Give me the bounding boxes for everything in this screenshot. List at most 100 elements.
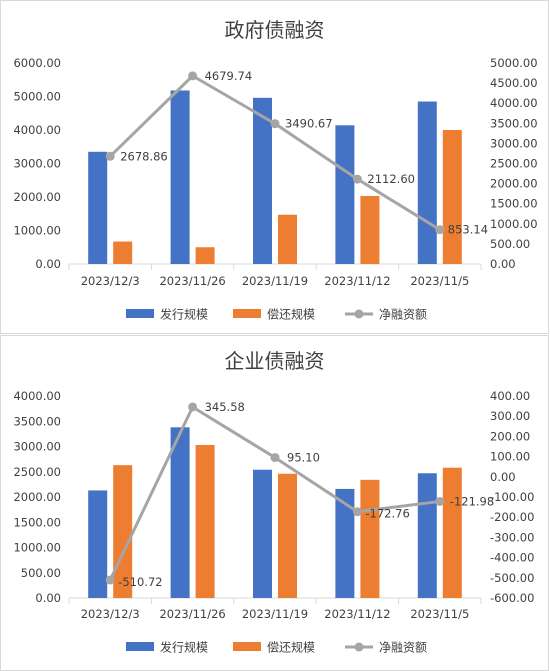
y-right-tick-label: -200.00 xyxy=(490,510,534,524)
y-left-tick-label: 1000.00 xyxy=(13,224,61,238)
bar-repay xyxy=(360,479,380,598)
net-point xyxy=(352,174,362,184)
y-right-tick-label: 5000.00 xyxy=(490,56,538,70)
legend-issue-label: 发行规模 xyxy=(160,640,208,655)
bar-issue xyxy=(253,469,272,598)
y-right-tick-label: 4500.00 xyxy=(490,76,538,90)
chart-title: 政府债融资 xyxy=(225,18,325,42)
x-tick-label: 2023/11/26 xyxy=(159,607,225,621)
y-left-tick-label: 4000.00 xyxy=(13,389,61,403)
net-data-label: 4679.74 xyxy=(205,69,253,83)
legend-issue-swatch xyxy=(126,309,154,318)
net-point xyxy=(105,151,115,161)
net-data-label: 95.10 xyxy=(287,451,320,465)
y-left-tick-label: 3500.00 xyxy=(13,414,61,428)
legend-net-label: 净融资额 xyxy=(379,308,427,322)
chart-title: 企业债融资 xyxy=(225,349,325,373)
y-left-tick-label: 3000.00 xyxy=(13,157,61,171)
y-right-tick-label: 400.00 xyxy=(490,389,530,403)
net-data-label: 853.14 xyxy=(448,223,488,237)
y-right-tick-label: -100.00 xyxy=(490,490,534,504)
x-tick-label: 2023/11/5 xyxy=(410,607,469,621)
bar-repay xyxy=(278,214,297,264)
net-data-label: 3490.67 xyxy=(285,117,333,131)
y-left-tick-label: 2000.00 xyxy=(13,490,61,504)
bar-issue xyxy=(335,488,355,598)
x-tick-label: 2023/11/26 xyxy=(159,274,225,288)
y-right-tick-label: 2500.00 xyxy=(490,157,538,171)
bar-repay xyxy=(442,467,462,598)
y-right-tick-label: -600.00 xyxy=(490,591,534,605)
y-left-tick-label: 3000.00 xyxy=(13,440,61,454)
net-data-label: -121.98 xyxy=(450,494,494,508)
y-left-tick-label: 2000.00 xyxy=(13,190,61,204)
net-point xyxy=(105,575,115,585)
legend-net-label: 净融资额 xyxy=(379,641,427,655)
x-tick-label: 2023/11/5 xyxy=(410,274,469,288)
bar-issue xyxy=(88,490,108,598)
y-left-tick-label: 0.00 xyxy=(35,257,61,271)
x-tick-label: 2023/11/19 xyxy=(242,607,308,621)
net-point xyxy=(188,402,198,412)
y-left-tick-label: 6000.00 xyxy=(13,56,61,70)
bar-repay xyxy=(195,247,215,264)
y-left-tick-label: 1500.00 xyxy=(13,515,61,529)
net-data-label: -510.72 xyxy=(118,575,162,589)
x-tick-label: 2023/12/3 xyxy=(81,274,140,288)
bar-repay xyxy=(360,195,380,264)
x-tick-label: 2023/12/3 xyxy=(81,607,140,621)
y-right-tick-label: 100.00 xyxy=(490,450,530,464)
net-data-label: 345.58 xyxy=(205,400,245,414)
y-right-tick-label: 1500.00 xyxy=(490,197,538,211)
y-left-tick-label: 5000.00 xyxy=(13,90,61,104)
bar-issue xyxy=(253,97,272,264)
y-right-tick-label: -400.00 xyxy=(490,551,534,565)
legend-issue-swatch xyxy=(126,642,154,651)
y-right-tick-label: 200.00 xyxy=(490,429,530,443)
bar-issue xyxy=(88,151,108,264)
x-tick-label: 2023/11/12 xyxy=(324,274,390,288)
y-right-tick-label: 2000.00 xyxy=(490,177,538,191)
net-data-label: -172.76 xyxy=(365,507,409,521)
y-left-tick-label: 1000.00 xyxy=(13,541,61,555)
y-right-tick-label: 3500.00 xyxy=(490,116,538,130)
bar-issue xyxy=(417,473,437,598)
chart-panel-enterprise-bond: 企业债融资 0.00 500.00 1000.00 1500.00 2000.00 2500… xyxy=(0,335,549,671)
net-line xyxy=(108,405,440,581)
y-left-tick-label: 0.00 xyxy=(35,591,61,605)
legend-repay-label: 偿还规模 xyxy=(267,307,315,322)
chart-enterprise-bond: 企业债融资 0.00 500.00 1000.00 1500.00 2000.00 2500… xyxy=(13,349,534,655)
y-right-tick-label: 0.00 xyxy=(490,470,516,484)
net-point xyxy=(435,496,445,506)
bar-issue xyxy=(335,125,355,264)
y-right-tick-label: -300.00 xyxy=(490,530,534,544)
bar-repay xyxy=(442,130,462,264)
bar-repay xyxy=(278,473,297,598)
y-left-tick-label: 4000.00 xyxy=(13,123,61,137)
legend-repay-swatch xyxy=(233,309,261,318)
net-point xyxy=(435,225,445,235)
y-right-tick-label: 1000.00 xyxy=(490,217,538,231)
y-right-tick-label: 0.00 xyxy=(490,257,516,271)
y-right-tick-label: 3000.00 xyxy=(490,136,538,150)
bar-issue xyxy=(170,90,190,264)
legend-issue-label: 发行规模 xyxy=(160,307,208,322)
legend-net-marker xyxy=(354,642,364,652)
y-right-tick-label: 4000.00 xyxy=(490,96,538,110)
net-data-label: 2678.86 xyxy=(120,149,168,163)
net-point xyxy=(188,71,198,81)
legend-net-marker xyxy=(354,309,364,319)
legend-repay-label: 偿还规模 xyxy=(267,640,315,655)
y-left-tick-label: 500.00 xyxy=(21,566,61,580)
x-tick-label: 2023/11/19 xyxy=(242,274,308,288)
bar-issue xyxy=(417,101,437,265)
y-right-tick-label: 500.00 xyxy=(490,237,530,251)
y-left-tick-label: 2500.00 xyxy=(13,465,61,479)
bar-repay xyxy=(113,241,133,264)
y-right-tick-label: -500.00 xyxy=(490,571,534,585)
net-data-label: 2112.60 xyxy=(367,172,415,186)
bar-issue xyxy=(170,427,190,598)
y-right-tick-label: 300.00 xyxy=(490,409,530,423)
net-point xyxy=(270,119,280,129)
legend-repay-swatch xyxy=(233,642,261,651)
